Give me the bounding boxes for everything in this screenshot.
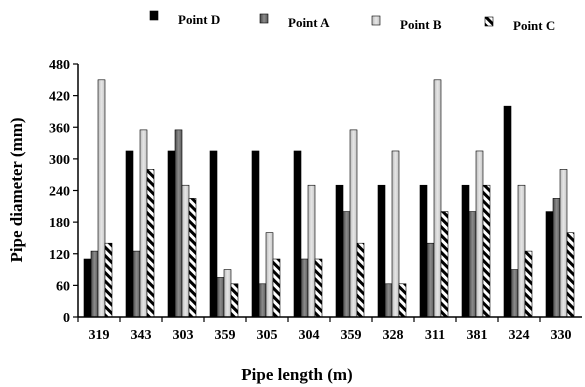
x-tick-label: 305 [257, 328, 278, 343]
x-tick-label: 330 [551, 328, 572, 343]
x-tick-label: 311 [425, 328, 445, 343]
y-tick-label: 420 [49, 90, 70, 105]
bars [83, 79, 575, 318]
bar-point-b [139, 129, 148, 318]
bar-point-c [524, 250, 533, 318]
x-tick-label: 328 [383, 328, 404, 343]
legend-swatch [149, 10, 159, 21]
bar-point-b [517, 184, 526, 318]
bar-point-a [342, 211, 351, 318]
bar-point-d [503, 105, 512, 318]
bar-point-c [188, 198, 197, 318]
bar-point-d [335, 184, 344, 318]
y-tick-label: 180 [49, 216, 70, 231]
bar-point-c [104, 242, 113, 318]
x-tick-label: 359 [215, 328, 236, 343]
bar-point-c [146, 169, 155, 318]
x-tick-label: 381 [467, 328, 488, 343]
bar-point-c [566, 232, 575, 318]
bar-point-c [230, 283, 239, 318]
x-axis-title: Pipe length (m) [241, 365, 352, 384]
bar-point-a [384, 283, 393, 318]
bar-point-d [209, 150, 218, 318]
bar-point-d [293, 150, 302, 318]
bar-point-b [307, 184, 316, 318]
x-tick-label: 319 [89, 328, 110, 343]
y-tick-label: 300 [49, 153, 70, 168]
bar-point-a [258, 283, 267, 318]
bar-point-b [433, 79, 442, 318]
bar-point-a [510, 269, 519, 318]
bar-point-c [398, 283, 407, 318]
bar-point-b [559, 169, 568, 318]
x-tick-label: 359 [341, 328, 362, 343]
legend-swatch [371, 15, 381, 26]
bar-point-b [265, 232, 274, 318]
bar-point-b [391, 150, 400, 318]
bar-point-c [482, 184, 491, 318]
bar-point-c [314, 258, 323, 318]
bar-point-d [461, 184, 470, 318]
bar-point-b [349, 129, 358, 318]
bar-point-c [440, 211, 449, 318]
legend: Point D Point A Point B Point C [149, 10, 555, 33]
bar-point-d [251, 150, 260, 318]
y-tick-label: 360 [49, 121, 70, 136]
bar-point-a [300, 258, 309, 318]
bar-point-b [97, 79, 106, 318]
bar-point-a [426, 242, 435, 318]
y-tick-label: 60 [56, 279, 70, 294]
legend-swatch [259, 13, 269, 24]
bar-point-c [272, 258, 281, 318]
x-tick-label: 304 [299, 328, 320, 343]
bar-point-a [552, 198, 561, 318]
y-axis-title: Pipe diameter (mm) [7, 117, 26, 262]
bar-point-b [223, 269, 232, 318]
bar-point-d [545, 211, 554, 318]
axes: 0 60 120 180 240 300 360 420 480 319 343 303 359 305 3… [49, 58, 582, 343]
legend-label: Point D [178, 12, 220, 27]
legend-swatch [484, 16, 494, 27]
y-tick-label: 0 [63, 311, 70, 326]
y-tick-label: 480 [49, 58, 70, 73]
bar-point-a [468, 211, 477, 318]
bar-point-a [90, 250, 99, 318]
bar-point-d [419, 184, 428, 318]
x-tick-label: 324 [509, 328, 530, 343]
bar-point-a [132, 250, 141, 318]
bar-point-d [167, 150, 176, 318]
legend-label: Point B [400, 17, 442, 32]
bar-point-b [475, 150, 484, 318]
x-tick-label: 343 [131, 328, 152, 343]
legend-label: Point A [288, 15, 330, 30]
bar-point-d [83, 258, 92, 318]
legend-label: Point C [513, 18, 555, 33]
bar-point-a [174, 129, 183, 318]
y-tick-label: 120 [49, 248, 70, 263]
bar-point-c [356, 242, 365, 318]
bar-point-d [125, 150, 134, 318]
bar-point-d [377, 184, 386, 318]
y-tick-label: 240 [49, 185, 70, 200]
x-tick-label: 303 [173, 328, 194, 343]
bar-point-a [216, 277, 225, 318]
bar-point-b [181, 184, 190, 318]
